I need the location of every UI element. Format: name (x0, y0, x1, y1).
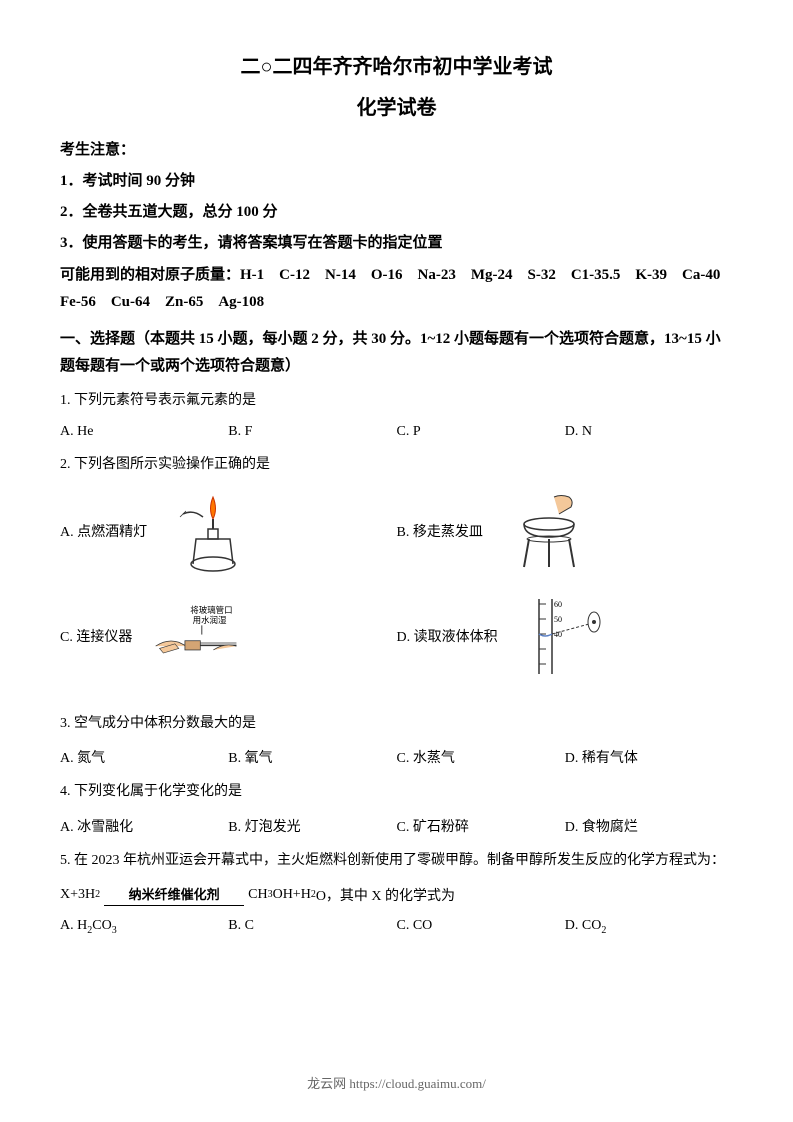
svg-text:50: 50 (554, 615, 562, 624)
q5-option-b: B. C (228, 918, 396, 936)
q1-options: A. He B. F C. P D. N (60, 424, 733, 440)
alcohol-lamp-diagram (163, 489, 263, 574)
q2-options: A. 点燃酒精灯 B. 移走蒸发皿 (60, 489, 733, 699)
q2-d-label: D. 读取液体体积 (397, 626, 498, 646)
q4-option-a: A. 冰雪融化 (60, 816, 228, 836)
q5-option-a: A. H2CO3 (60, 918, 228, 936)
footer: 龙云网 https://cloud.guaimu.com/ (0, 1073, 793, 1092)
q2-option-a: A. 点燃酒精灯 (60, 489, 397, 574)
question-4: 4. 下列变化属于化学变化的是 (60, 781, 733, 803)
q1-option-b: B. F (228, 424, 396, 440)
formula-left: X+3H (60, 887, 95, 903)
title-sub: 化学试卷 (60, 91, 733, 120)
q5-d-sub: 2 (601, 925, 606, 936)
q5-a-prefix: A. (60, 918, 77, 933)
atomic-mass: 可能用到的相对原子质量：H-1 C-12 N-14 O-16 Na-23 Mg-… (60, 262, 733, 316)
q4-options: A. 冰雪融化 B. 灯泡发光 C. 矿石粉碎 D. 食物腐烂 (60, 816, 733, 836)
q3-option-c: C. 水蒸气 (397, 747, 565, 767)
q5-option-c: C. CO (397, 918, 565, 936)
q3-option-b: B. 氧气 (228, 747, 396, 767)
q5-formula: X+3H2 纳米纤维催化剂 CH3OH+H2O，其中 X 的化学式为 (60, 884, 733, 906)
atomic-mass-label: 可能用到的相对原子质量： (60, 267, 240, 283)
q5-a-h: H (77, 918, 87, 933)
q2-option-d: D. 读取液体体积 60 50 40 (397, 594, 734, 679)
q1-option-c: C. P (397, 424, 565, 440)
q3-option-d: D. 稀有气体 (565, 747, 733, 767)
title-main: 二○二四年齐齐哈尔市初中学业考试 (60, 50, 733, 79)
q1-option-d: D. N (565, 424, 733, 440)
diag-c-text2: 用水润湿 (193, 615, 227, 625)
q5-d-prefix: D. (565, 918, 582, 933)
q4-option-b: B. 灯泡发光 (228, 816, 396, 836)
formula-r2: OH+H (273, 887, 311, 903)
q3-option-a: A. 氮气 (60, 747, 228, 767)
q2-option-b: B. 移走蒸发皿 (397, 489, 734, 574)
q4-option-d: D. 食物腐烂 (565, 816, 733, 836)
q3-options: A. 氮气 B. 氧气 C. 水蒸气 D. 稀有气体 (60, 747, 733, 767)
question-3: 3. 空气成分中体积分数最大的是 (60, 713, 733, 735)
q5-option-d: D. CO2 (565, 918, 733, 936)
q5-a-co: CO (92, 918, 111, 933)
q2-option-c: C. 连接仪器 将玻璃管口 用水润湿 (60, 594, 397, 679)
diag-c-text1: 将玻璃管口 (191, 605, 233, 615)
formula-r3: O，其中 X 的化学式为 (316, 885, 455, 905)
notice-item-2: 2．全卷共五道大题，总分 100 分 (60, 200, 733, 221)
q1-option-a: A. He (60, 424, 228, 440)
evaporating-dish-diagram (499, 489, 599, 574)
formula-r1: CH (248, 887, 267, 903)
q5-d-co: CO (582, 918, 601, 933)
read-volume-diagram: 60 50 40 (514, 594, 614, 679)
notice-item-1: 1．考试时间 90 分钟 (60, 169, 733, 190)
q2-a-label: A. 点燃酒精灯 (60, 521, 147, 541)
q5-a-sub2: 3 (112, 925, 117, 936)
q5-options: A. H2CO3 B. C C. CO D. CO2 (60, 918, 733, 936)
section-header: 一、选择题（本题共 15 小题，每小题 2 分，共 30 分。1~12 小题每题… (60, 326, 733, 380)
formula-left-sub: 2 (95, 889, 100, 900)
q4-option-c: C. 矿石粉碎 (397, 816, 565, 836)
notice-item-3: 3．使用答题卡的考生，请将答案填写在答题卡的指定位置 (60, 231, 733, 252)
q2-c-label: C. 连接仪器 (60, 626, 132, 646)
question-2: 2. 下列各图所示实验操作正确的是 (60, 454, 733, 476)
svg-text:60: 60 (554, 600, 562, 609)
catalyst-label: 纳米纤维催化剂 (104, 884, 244, 906)
connect-apparatus-diagram: 将玻璃管口 用水润湿 (148, 594, 248, 679)
question-5: 5. 在 2023 年杭州亚运会开幕式中，主火炬燃料创新使用了零碳甲醇。制备甲醇… (60, 850, 733, 872)
question-1: 1. 下列元素符号表示氟元素的是 (60, 390, 733, 412)
q2-b-label: B. 移走蒸发皿 (397, 521, 483, 541)
svg-text:40: 40 (554, 630, 562, 639)
notice-header: 考生注意： (60, 138, 733, 159)
